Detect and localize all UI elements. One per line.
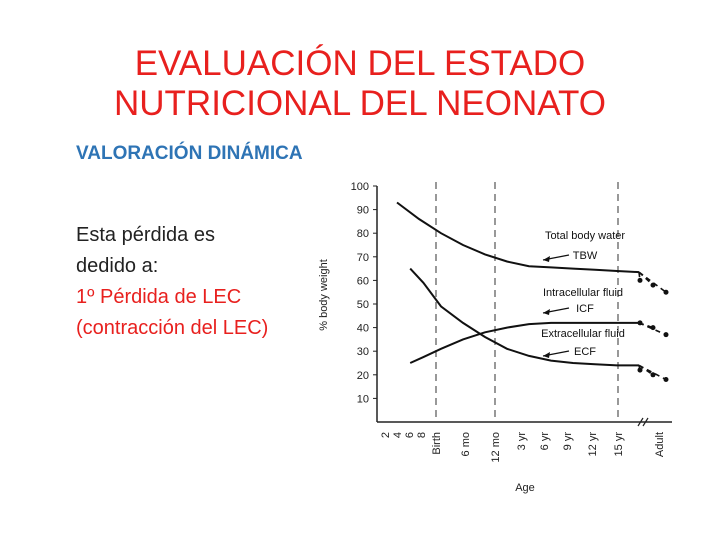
x-tick-label: 2 xyxy=(380,432,392,438)
y-tick-label: 90 xyxy=(357,205,369,217)
adult-point xyxy=(650,325,656,331)
y-axis-label: % body weight xyxy=(318,259,330,331)
adult-point xyxy=(650,372,656,378)
y-tick-label: 60 xyxy=(357,275,369,287)
series-label: Extracellular fluid xyxy=(541,328,625,340)
x-tick-label: 6 xyxy=(404,432,416,438)
body-line-2: dedido a: xyxy=(76,255,159,277)
x-tick-label: 15 yr xyxy=(613,432,625,457)
y-tick-label: 10 xyxy=(357,393,369,405)
y-tick-label: 80 xyxy=(357,228,369,240)
series-label: Intracellular fluid xyxy=(543,287,623,299)
adult-point xyxy=(663,289,669,295)
x-tick-label: 12 yr xyxy=(587,432,599,457)
x-tick-label: 4 xyxy=(392,432,404,438)
slide-subtitle: VALORACIÓN DINÁMICA xyxy=(76,143,303,164)
body-line-1: Esta pérdida es xyxy=(76,224,215,246)
label-arrow-head xyxy=(543,256,550,262)
x-tick-label: 8 xyxy=(416,432,428,438)
x-axis-label: Age xyxy=(515,482,535,494)
x-tick-label: 3 yr xyxy=(516,432,528,451)
series-line xyxy=(396,201,640,274)
adult-point xyxy=(637,367,643,373)
adult-projection-line xyxy=(638,271,667,293)
adult-projection-line xyxy=(638,272,641,281)
chart-ticks: 10 20 30 40 50 60 70 80 90 100 2 4 6 8 Birth 6 mo 12 mo 3… xyxy=(351,181,666,463)
title-line-2: NUTRICIONAL DEL NEONATO xyxy=(113,84,607,123)
x-tick-label: Adult xyxy=(654,432,666,457)
x-tick-label: 6 mo xyxy=(460,432,472,456)
series-line xyxy=(409,267,639,367)
series-abbr-label: TBW xyxy=(573,250,598,262)
adult-projection-line xyxy=(638,322,667,336)
series-label: Total body water xyxy=(545,230,625,242)
body-text: Esta pérdida es dedido a: 1º Pérdida de … xyxy=(76,220,268,344)
y-tick-label: 70 xyxy=(357,252,369,264)
y-tick-label: 50 xyxy=(357,299,369,311)
body-line-3: 1º Pérdida de LEC xyxy=(76,286,242,308)
y-tick-label: 20 xyxy=(357,370,369,382)
series-line xyxy=(409,321,639,364)
x-tick-label: Birth xyxy=(431,432,443,455)
title-line-1: EVALUACIÓN DEL ESTADO xyxy=(134,44,586,83)
series-abbr-label: ECF xyxy=(574,346,596,358)
label-arrow-head xyxy=(543,309,550,315)
body-water-chart: 10 20 30 40 50 60 70 80 90 100 2 4 6 8 Birth 6 mo 12 mo 3… xyxy=(318,181,672,494)
y-tick-label: 40 xyxy=(357,323,369,335)
chart-series-labels: Total body water TBW Intracellular fluid IC… xyxy=(541,230,625,358)
adult-point xyxy=(663,377,669,383)
x-tick-label: 6 yr xyxy=(539,432,551,451)
y-tick-label: 100 xyxy=(351,181,369,193)
chart-markers xyxy=(435,182,649,427)
adult-point xyxy=(637,277,643,283)
axis-break-mark xyxy=(637,417,649,427)
chart-series xyxy=(396,201,669,383)
x-tick-label: 12 mo xyxy=(490,432,502,463)
adult-point xyxy=(663,332,669,338)
body-line-4: (contracción del LEC) xyxy=(76,317,269,339)
series-abbr-label: ICF xyxy=(576,303,594,315)
slide-title: EVALUACIÓN DEL ESTADO NUTRICIONAL DEL NE… xyxy=(0,44,720,124)
y-tick-label: 30 xyxy=(357,346,369,358)
label-arrow-head xyxy=(543,352,550,358)
x-tick-label: 9 yr xyxy=(562,432,574,451)
